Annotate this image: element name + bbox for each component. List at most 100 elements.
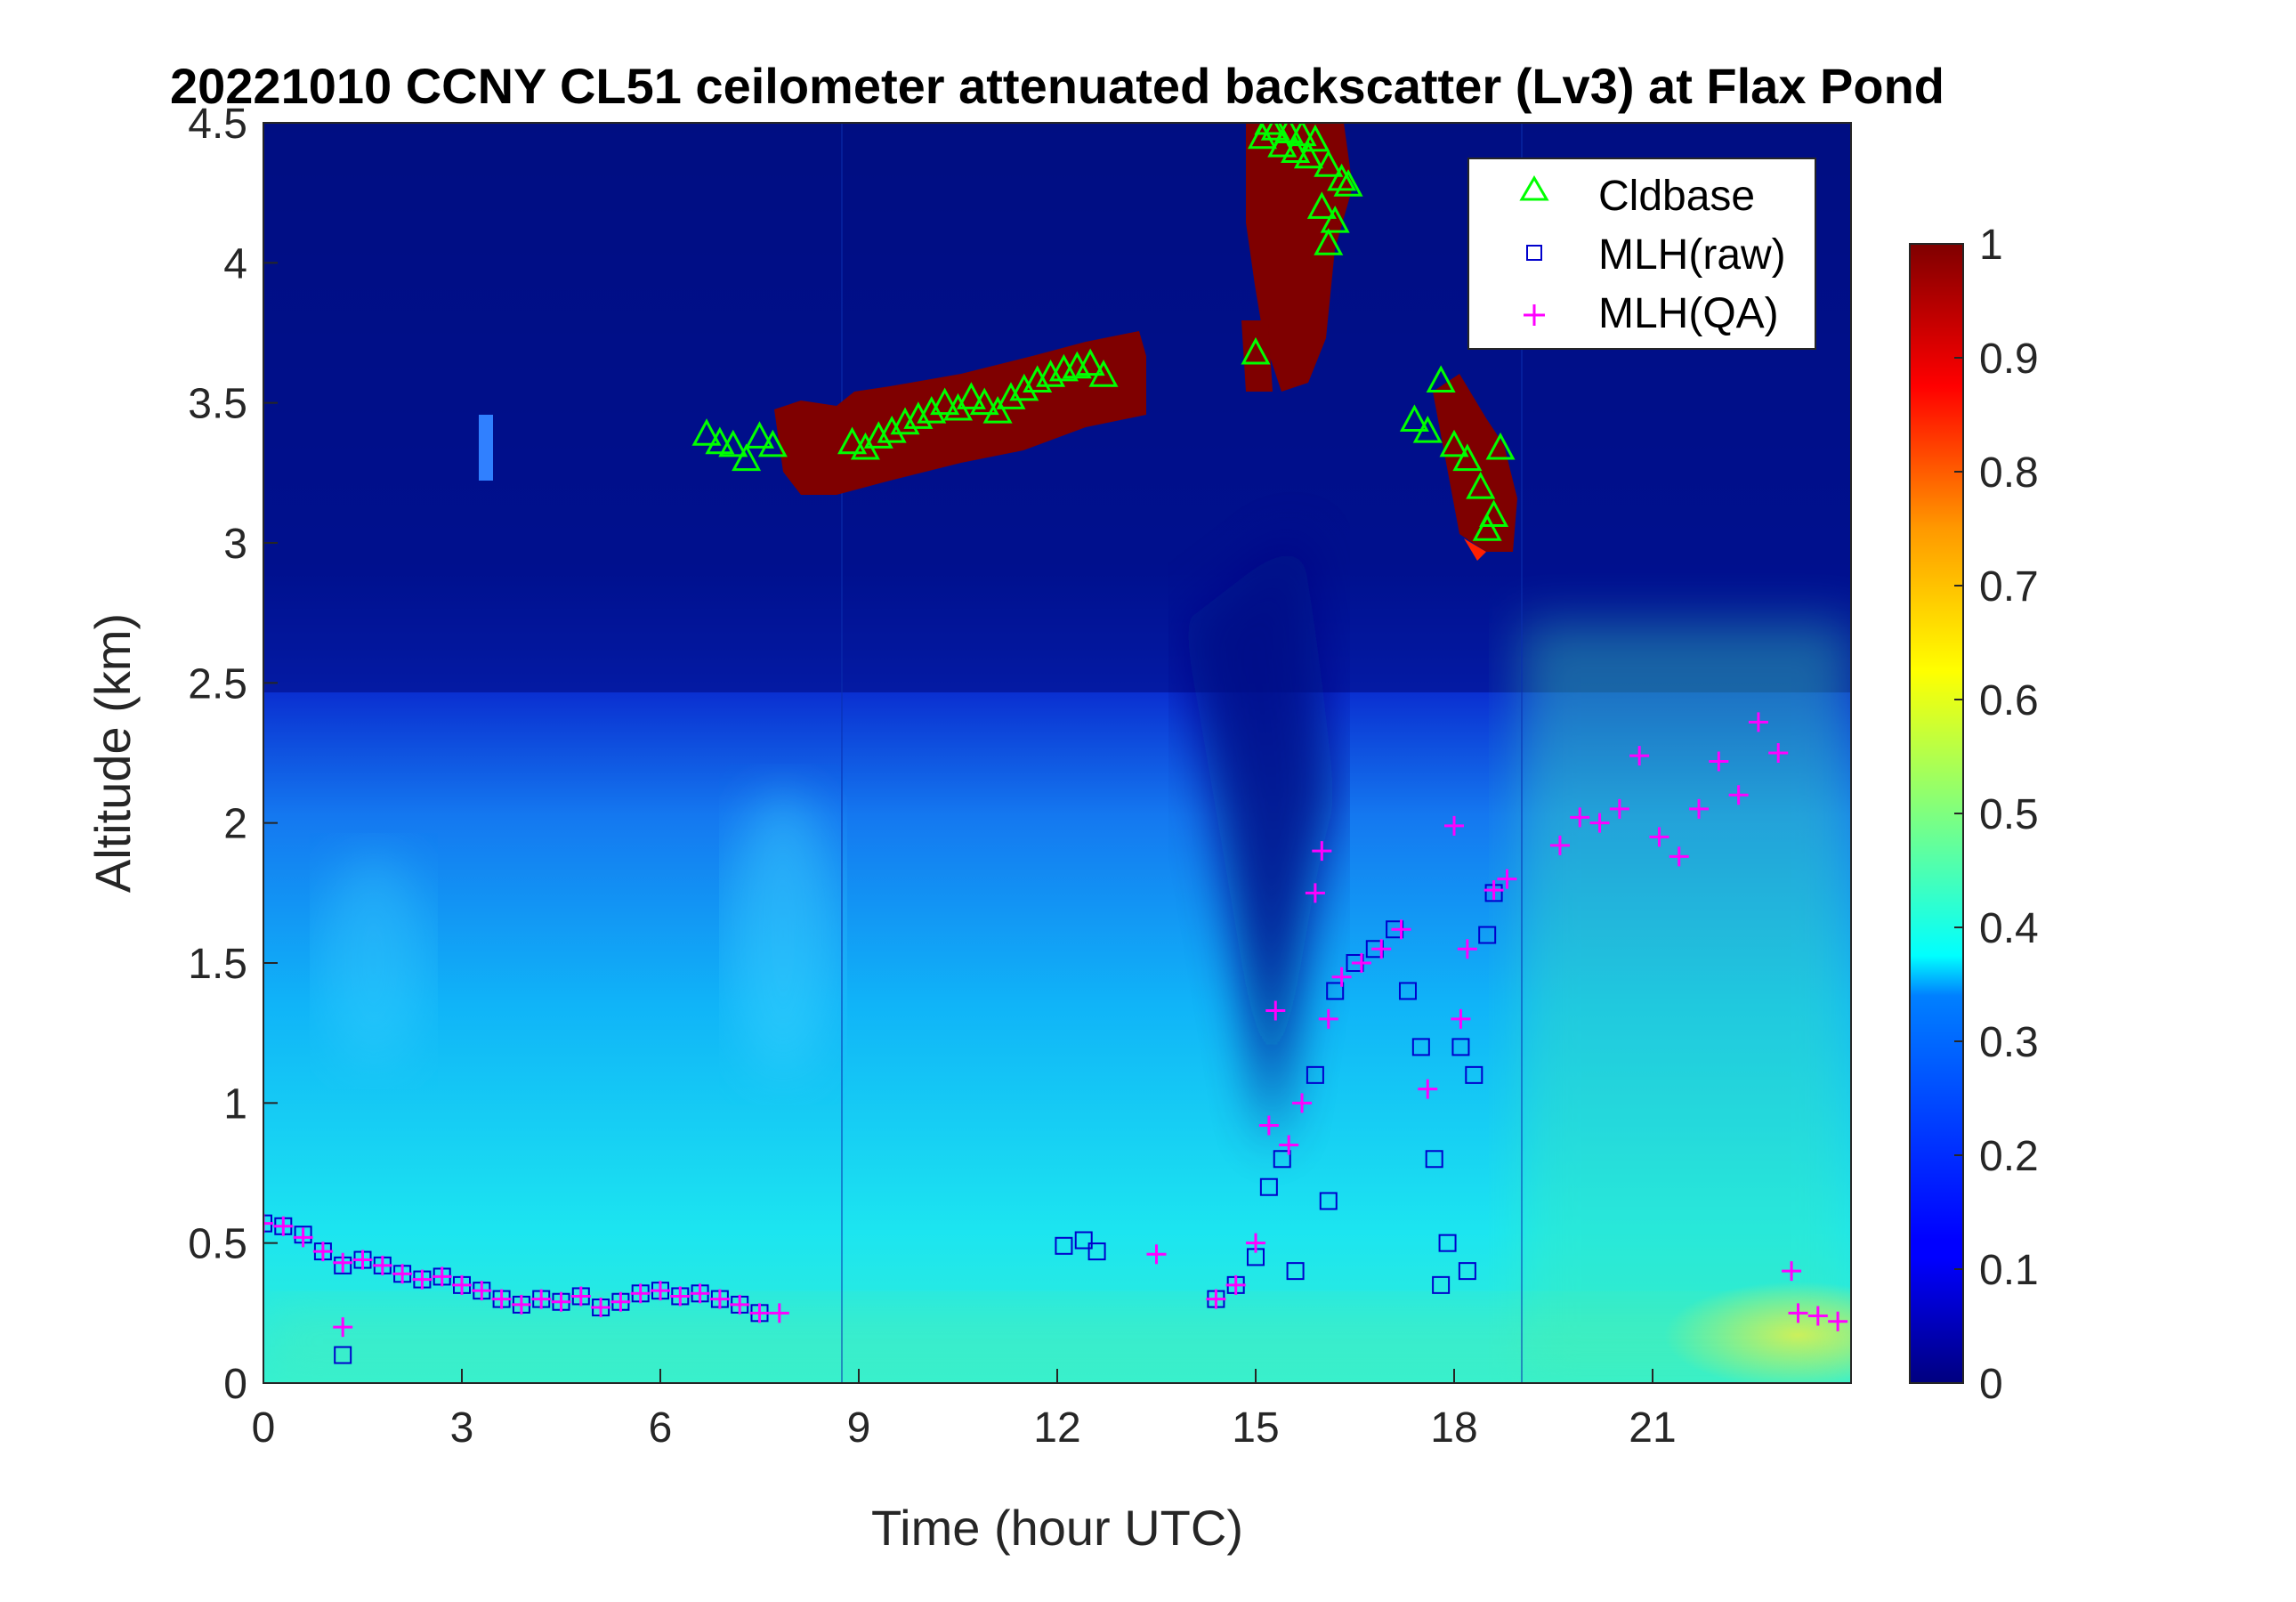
- cldbase-marker: [1472, 514, 1502, 541]
- mlh-qa-marker: [749, 1303, 770, 1323]
- mlh-qa-marker: [1689, 798, 1710, 819]
- x-tick-label: 3: [450, 1404, 474, 1452]
- mlh-qa-marker: [730, 1294, 750, 1315]
- y-tick-label: 4.5: [188, 101, 247, 148]
- cldbase-marker: [917, 395, 947, 424]
- cldbase-marker: [1327, 163, 1357, 191]
- mlh-qa-marker: [1768, 743, 1789, 763]
- cldbase-marker: [1314, 228, 1344, 255]
- mlh-qa-marker: [452, 1274, 472, 1295]
- mlh-qa-marker: [312, 1242, 333, 1262]
- heatmap-artefact: [479, 415, 493, 481]
- colorbar-tick-label: 0.2: [1979, 1133, 2039, 1180]
- cldbase-marker: [1466, 471, 1496, 499]
- mlh-qa-marker: [1206, 1289, 1226, 1309]
- mlh-qa-marker: [1279, 1135, 1299, 1155]
- mlh-qa-marker: [1828, 1311, 1848, 1331]
- mlh-raw-marker: [1425, 1150, 1443, 1169]
- mlh-qa-marker: [1318, 1008, 1338, 1029]
- cldbase-marker: [1009, 373, 1039, 401]
- mlh-raw-marker: [1458, 1262, 1476, 1281]
- cldbase-marker: [1247, 123, 1277, 150]
- colorbar-tick-label: 0.6: [1979, 677, 2039, 724]
- mlh-qa-marker: [1484, 880, 1504, 901]
- y-tick-label: 1: [223, 1080, 247, 1128]
- y-tick-label: 2: [223, 801, 247, 848]
- mlh-qa-marker: [372, 1255, 392, 1275]
- mlh-raw-marker: [1432, 1275, 1451, 1294]
- mlh-qa-marker: [1265, 1000, 1286, 1021]
- cldbase-marker: [969, 387, 999, 416]
- cldbase-marker: [1293, 141, 1323, 169]
- cldbase-marker: [1241, 336, 1271, 365]
- cldbase-marker: [744, 421, 775, 449]
- cldbase-marker: [1320, 205, 1350, 233]
- heatmap-plume: [730, 792, 837, 1077]
- mlh-raw-marker: [1074, 1231, 1093, 1250]
- cldbase-marker: [837, 426, 868, 455]
- cldbase-marker: [1439, 429, 1469, 457]
- colorbar-tick-label: 0.1: [1979, 1247, 2039, 1294]
- mlh-qa-marker: [670, 1286, 691, 1307]
- mlh-raw-marker: [1451, 1038, 1470, 1056]
- y-axis: 0 0.5 1 1.5 2 2.5 3 3.5 4 4.5: [188, 101, 278, 1408]
- legend-marker-cldbase-icon: [1519, 175, 1549, 201]
- colorbar-tick-label: 0.3: [1979, 1019, 2039, 1066]
- mlh-raw-marker: [1306, 1065, 1324, 1084]
- y-tick-label: 0.5: [188, 1221, 247, 1268]
- mlh-qa-marker: [570, 1286, 591, 1307]
- mlh-raw-marker: [1478, 926, 1497, 944]
- mlh-qa-marker: [293, 1227, 313, 1248]
- mlh-qa-marker: [263, 1213, 273, 1234]
- heatmap-dark-notch: [1184, 534, 1335, 1157]
- mlh-raw-marker: [1259, 1177, 1278, 1196]
- heatmap-afternoon-band: [1522, 623, 1851, 1383]
- mlh-qa-marker: [651, 1281, 670, 1301]
- mlh-qa-marker: [432, 1266, 452, 1287]
- cldbase-marker: [1412, 415, 1443, 443]
- cldbase-marker: [1287, 123, 1317, 147]
- mlh-qa-marker: [333, 1317, 353, 1338]
- x-tick-label: 0: [252, 1404, 276, 1452]
- colorbar-tick-label: 1: [1979, 222, 2003, 269]
- mlh-qa-marker: [709, 1289, 730, 1309]
- colorbar-tick-label: 0.9: [1979, 336, 2039, 383]
- mlh-qa-marker: [1246, 1233, 1265, 1253]
- cldbase-marker: [1075, 348, 1105, 376]
- mlh-qa-marker: [1788, 1303, 1808, 1323]
- x-tick-label: 12: [1033, 1404, 1080, 1452]
- y-tick-label: 3.5: [188, 381, 247, 428]
- cldbase-marker: [1479, 499, 1509, 528]
- x-tick-label: 21: [1629, 1404, 1676, 1452]
- cldbase-marker: [1426, 365, 1456, 392]
- cldbase-marker: [1300, 124, 1330, 152]
- marker-layer: [263, 123, 1848, 1364]
- cldbase-marker: [705, 426, 735, 455]
- y-tick-label: 2.5: [188, 660, 247, 708]
- mlh-raw-marker: [1286, 1262, 1305, 1281]
- cldbase-marker: [956, 382, 986, 409]
- legend-entry-label: MLH(raw): [1598, 231, 1786, 279]
- mlh-qa-marker: [1497, 869, 1517, 889]
- cldbase-marker: [1452, 443, 1483, 472]
- mlh-raw-marker: [1411, 1038, 1430, 1056]
- mlh-raw-marker: [1319, 1192, 1338, 1210]
- mlh-qa-marker: [273, 1216, 294, 1236]
- cldbase-marker: [1333, 169, 1363, 197]
- colorbar-tick-label: 0: [1979, 1361, 2003, 1408]
- heatmap-plume: [320, 854, 427, 1068]
- y-axis-label: Altitude (km): [85, 613, 141, 893]
- legend-entry-label: Cldbase: [1598, 173, 1755, 220]
- mlh-qa-marker: [472, 1281, 492, 1301]
- chart-title: 20221010 CCNY CL51 ceilometer attenuated…: [170, 58, 1944, 114]
- colorbar-ticks: 0 0.1 0.2 0.3 0.4 0.5 0.6 0.7 0.8 0.9 1: [1954, 222, 2039, 1408]
- cloud-edge-red: [1464, 538, 1486, 561]
- colorbar-tick-label: 0.4: [1979, 905, 2039, 952]
- cldbase-marker: [1088, 360, 1119, 387]
- mlh-qa-marker: [591, 1298, 611, 1318]
- cldbase-marker: [930, 387, 960, 416]
- colorbar-tick-label: 0.7: [1979, 563, 2039, 611]
- y-tick-label: 4: [223, 240, 247, 287]
- cldbase-marker: [903, 401, 934, 429]
